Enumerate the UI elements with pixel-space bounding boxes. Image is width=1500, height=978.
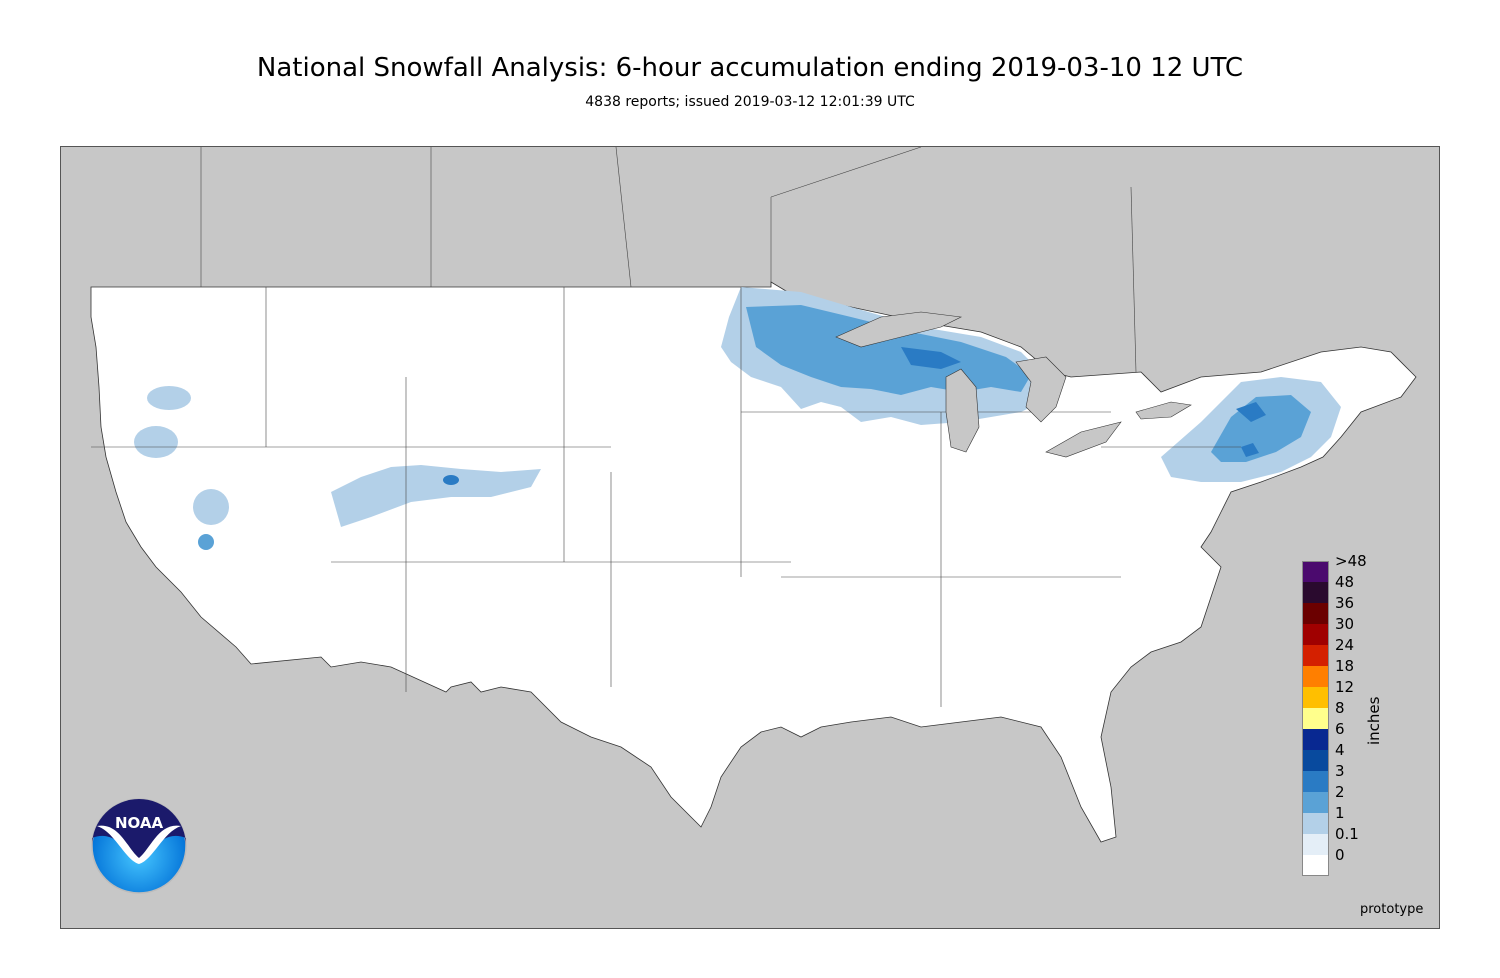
noaa-logo: NOAA [91, 798, 187, 894]
legend-swatch [1302, 750, 1329, 771]
lake-superior [835, 311, 963, 348]
legend-swatch [1302, 687, 1329, 708]
snow-region-northeast-heavy [1236, 402, 1266, 457]
legend-swatch [1302, 813, 1329, 834]
legend-swatch [1302, 603, 1329, 624]
legend-swatch [1302, 834, 1329, 855]
legend-label: 0.1 [1335, 825, 1359, 843]
snow-region-s-sierra [198, 534, 214, 550]
map-title: National Snowfall Analysis: 6-hour accum… [256, 53, 1244, 83]
legend-swatch [1302, 708, 1329, 729]
snow-region-upper-midwest-heavy [901, 347, 961, 369]
legend-label: 6 [1335, 720, 1345, 738]
noaa-logo-text: NOAA [115, 814, 164, 832]
legend-label: 12 [1335, 678, 1355, 696]
legend-label: 48 [1335, 573, 1355, 591]
legend-swatch [1302, 729, 1329, 750]
legend-swatch [1302, 582, 1329, 603]
lake-ontario [1135, 401, 1192, 420]
snow-region-sierra [193, 489, 229, 525]
legend-label: 36 [1335, 594, 1355, 612]
legend-label: 18 [1335, 657, 1355, 675]
legend-label: 2 [1335, 783, 1345, 801]
legend-label: 30 [1335, 615, 1355, 633]
legend-label: 4 [1335, 741, 1345, 759]
legend-swatch [1302, 855, 1329, 876]
legend-swatch [1302, 645, 1329, 666]
legend-label: 24 [1335, 636, 1355, 654]
snow-region-northeast-core [1211, 395, 1311, 462]
legend-units-label: inches [1365, 696, 1383, 745]
snowfall-map [60, 146, 1440, 929]
lake-huron [1015, 356, 1067, 423]
prototype-watermark: prototype [1360, 902, 1424, 917]
lake-erie [1045, 421, 1122, 458]
map-subtitle: 4838 reports; issued 2019-03-12 12:01:39… [585, 94, 915, 110]
snow-region-utah-core [443, 475, 459, 485]
map-canvas [90, 147, 1417, 843]
legend-label: 0 [1335, 846, 1345, 864]
legend-units: inches [1360, 690, 1390, 750]
border-lines [91, 147, 1241, 707]
legend-swatch [1302, 666, 1329, 687]
snow-region-oregon [147, 386, 191, 410]
legend-swatch [1302, 771, 1329, 792]
legend-label: 8 [1335, 699, 1345, 717]
snow-region-n-california [134, 426, 178, 458]
legend-swatch [1302, 561, 1329, 582]
snow-region-great-basin-rockies [331, 465, 541, 527]
legend-label: >48 [1335, 552, 1367, 570]
legend-label: 1 [1335, 804, 1345, 822]
lake-michigan [945, 368, 980, 453]
noaa-logo-icon: NOAA [91, 798, 187, 894]
legend-swatch [1302, 792, 1329, 813]
legend-label: 3 [1335, 762, 1345, 780]
legend-swatch [1302, 624, 1329, 645]
